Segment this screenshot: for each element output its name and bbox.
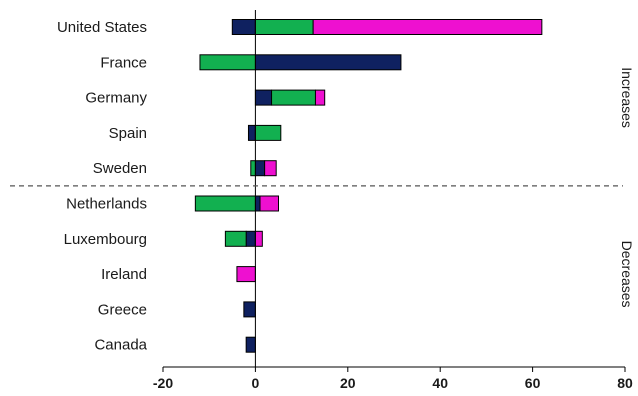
bar-segment bbox=[314, 89, 326, 106]
x-tick-label: -20 bbox=[153, 375, 173, 391]
bar-segment bbox=[231, 19, 256, 35]
group-label: Increases bbox=[619, 67, 635, 128]
bar-segment bbox=[271, 89, 316, 106]
bar-segment bbox=[245, 336, 256, 353]
bar-segment bbox=[259, 195, 279, 212]
category-label: France bbox=[100, 54, 147, 71]
x-tick-label: 20 bbox=[340, 375, 356, 391]
bar-segment bbox=[243, 301, 256, 318]
x-axis: -20 0 20 40 60 80 bbox=[153, 10, 633, 391]
category-label: Sweden bbox=[93, 160, 147, 177]
category-label: Netherlands bbox=[66, 196, 147, 213]
bar-segment bbox=[247, 124, 256, 141]
bar-segment bbox=[254, 19, 314, 35]
category-label: Germany bbox=[85, 90, 147, 107]
bar-segment bbox=[312, 19, 543, 35]
category-label: Greece bbox=[98, 301, 147, 318]
category-labels: United States France Germany Spain Sweden Net… bbox=[57, 19, 148, 354]
group-label: Decreases bbox=[619, 241, 635, 308]
x-tick-label: 60 bbox=[525, 375, 541, 391]
category-label: Ireland bbox=[101, 266, 147, 283]
bar-segment bbox=[254, 160, 266, 177]
x-tick-label: 40 bbox=[432, 375, 448, 391]
bar-segment bbox=[254, 124, 282, 141]
bar-segment bbox=[194, 195, 256, 212]
category-label: Canada bbox=[94, 337, 147, 354]
bar-segment bbox=[224, 230, 247, 247]
bar-segment bbox=[199, 54, 256, 71]
bar-segment bbox=[264, 160, 277, 177]
bar-segment bbox=[254, 195, 261, 212]
category-label: Spain bbox=[109, 125, 147, 142]
bar-segment bbox=[254, 230, 263, 247]
bar-segment bbox=[254, 89, 273, 106]
x-tick-label: 0 bbox=[252, 375, 260, 391]
bar-segment bbox=[236, 266, 256, 283]
category-label: Luxembourg bbox=[64, 231, 147, 248]
bars bbox=[194, 19, 543, 353]
bar-segment bbox=[254, 54, 402, 71]
x-tick-label: 80 bbox=[617, 375, 633, 391]
bar-segment bbox=[245, 230, 256, 247]
bar-segment bbox=[250, 160, 256, 177]
category-label: United States bbox=[57, 19, 147, 36]
group-labels: Increases Decreases bbox=[10, 67, 635, 308]
